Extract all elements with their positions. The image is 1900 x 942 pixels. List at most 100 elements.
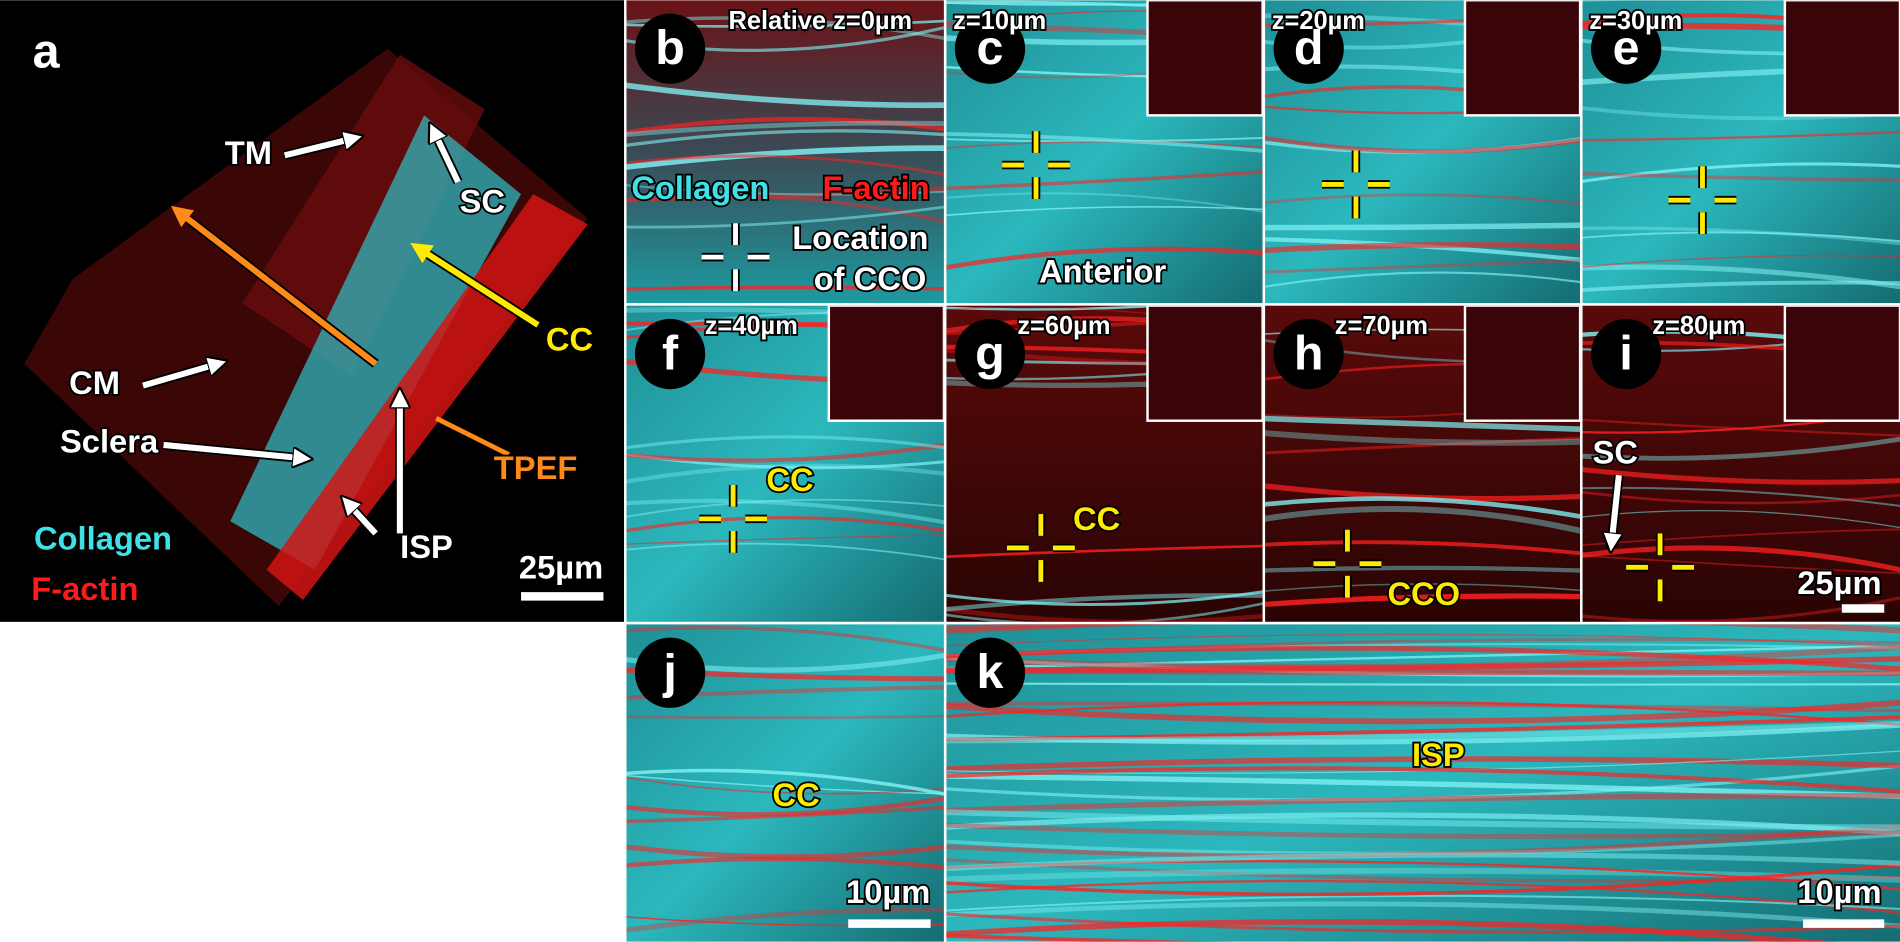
fiber xyxy=(946,638,1900,659)
fiber xyxy=(626,768,944,796)
panel-letter: c xyxy=(977,21,1004,75)
scale-label: 25µm xyxy=(519,548,603,585)
fiber xyxy=(946,140,1263,149)
fiber xyxy=(626,856,944,870)
fiber xyxy=(946,933,1226,942)
fiber xyxy=(1265,540,1581,556)
fiber xyxy=(1582,226,1900,246)
fiber xyxy=(946,656,1900,673)
fiber xyxy=(946,901,1900,929)
fiber xyxy=(1582,130,1900,142)
fiber xyxy=(626,129,944,148)
fiber xyxy=(946,170,1263,191)
fiber xyxy=(626,116,944,135)
scale-label: 10µm xyxy=(846,873,930,910)
legend-factin: F-actin xyxy=(822,169,929,206)
fiber xyxy=(626,194,944,224)
fiber xyxy=(626,185,944,202)
fiber xyxy=(626,154,944,176)
fiber xyxy=(1582,467,1900,485)
label: CC xyxy=(546,321,593,358)
depth-label: z=70µm xyxy=(1335,312,1428,340)
fiber xyxy=(946,590,1263,607)
fiber xyxy=(626,714,944,720)
fiber xyxy=(626,805,944,824)
letter-badge xyxy=(634,318,706,390)
image-panel xyxy=(1265,305,1581,622)
fiber xyxy=(1582,171,1900,183)
fiber xyxy=(946,756,1900,772)
fiber xyxy=(626,534,944,545)
fiber xyxy=(946,793,1900,814)
fiber xyxy=(1265,430,1581,446)
fiber xyxy=(1582,162,1900,183)
fiber xyxy=(1265,436,1581,455)
letter-badge xyxy=(634,13,706,84)
fiber xyxy=(626,774,944,795)
legend-collagen: Collagen xyxy=(631,169,769,206)
fiber xyxy=(1582,509,1900,529)
label: of CCO xyxy=(814,260,927,297)
arrow xyxy=(434,131,461,184)
fiber xyxy=(946,624,1190,635)
arrow xyxy=(435,416,511,457)
fiber xyxy=(1265,496,1581,519)
fiber xyxy=(946,206,1263,217)
panel-letter: d xyxy=(1294,21,1324,75)
fiber xyxy=(626,435,944,450)
fiber xyxy=(626,542,944,561)
legend-collagen: Collagen xyxy=(34,519,172,556)
panel-letter: a xyxy=(33,25,61,79)
label: ISP xyxy=(1412,736,1465,773)
inset xyxy=(1463,0,1581,117)
letter-badge xyxy=(1591,13,1662,84)
inset xyxy=(1146,0,1263,117)
label: Anterior xyxy=(1039,253,1166,290)
fiber xyxy=(946,305,1180,311)
arrow xyxy=(170,205,378,367)
panel-letter: f xyxy=(662,326,679,380)
fiber xyxy=(946,773,1900,799)
fiber xyxy=(626,516,944,533)
fiber xyxy=(946,764,1900,802)
fiber xyxy=(946,624,1900,634)
letter-badge xyxy=(1591,318,1662,390)
label: CC xyxy=(772,776,819,813)
fiber xyxy=(1265,242,1581,254)
panel-letter: h xyxy=(1294,326,1324,380)
fiber xyxy=(946,812,1900,836)
depth-label: z=20µm xyxy=(1272,7,1365,35)
fiber xyxy=(1582,486,1900,507)
depth-label: z=80µm xyxy=(1652,312,1745,340)
fiber xyxy=(946,602,1263,622)
inset xyxy=(827,305,944,422)
fiber xyxy=(1265,258,1581,274)
fiber xyxy=(626,120,944,138)
arrow xyxy=(142,364,218,389)
fiber xyxy=(946,246,1263,270)
fiber xyxy=(626,626,944,652)
label: TPEF xyxy=(494,449,578,486)
fiber xyxy=(1582,254,1900,268)
fiber xyxy=(626,145,944,170)
inset xyxy=(1463,305,1581,422)
fiber xyxy=(1582,231,1900,243)
fiber xyxy=(1582,418,1900,437)
label: CC xyxy=(766,461,813,498)
depth-label: z=40µm xyxy=(705,312,798,340)
fiber xyxy=(946,700,1900,726)
fiber xyxy=(1582,596,1900,622)
label: CM xyxy=(69,364,120,401)
fiber xyxy=(626,205,944,229)
fiber xyxy=(1265,583,1581,592)
arrow xyxy=(163,441,303,458)
fiber xyxy=(626,498,944,518)
label: CCO xyxy=(1387,575,1460,612)
panel-letter: e xyxy=(1613,21,1640,75)
fiber xyxy=(626,184,944,196)
arrow xyxy=(348,503,378,536)
label: Location xyxy=(792,219,928,256)
fiber xyxy=(1582,436,1900,461)
